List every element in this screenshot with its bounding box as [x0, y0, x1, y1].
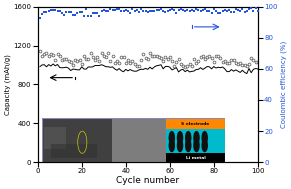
Y-axis label: Capacity (mAh/g): Capacity (mAh/g): [4, 54, 11, 115]
Y-axis label: Coulombic efficiency (%): Coulombic efficiency (%): [280, 41, 287, 128]
X-axis label: Cycle number: Cycle number: [116, 176, 179, 185]
